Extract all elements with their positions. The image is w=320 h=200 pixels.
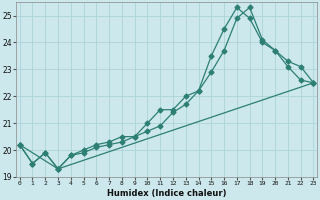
X-axis label: Humidex (Indice chaleur): Humidex (Indice chaleur)	[107, 189, 226, 198]
